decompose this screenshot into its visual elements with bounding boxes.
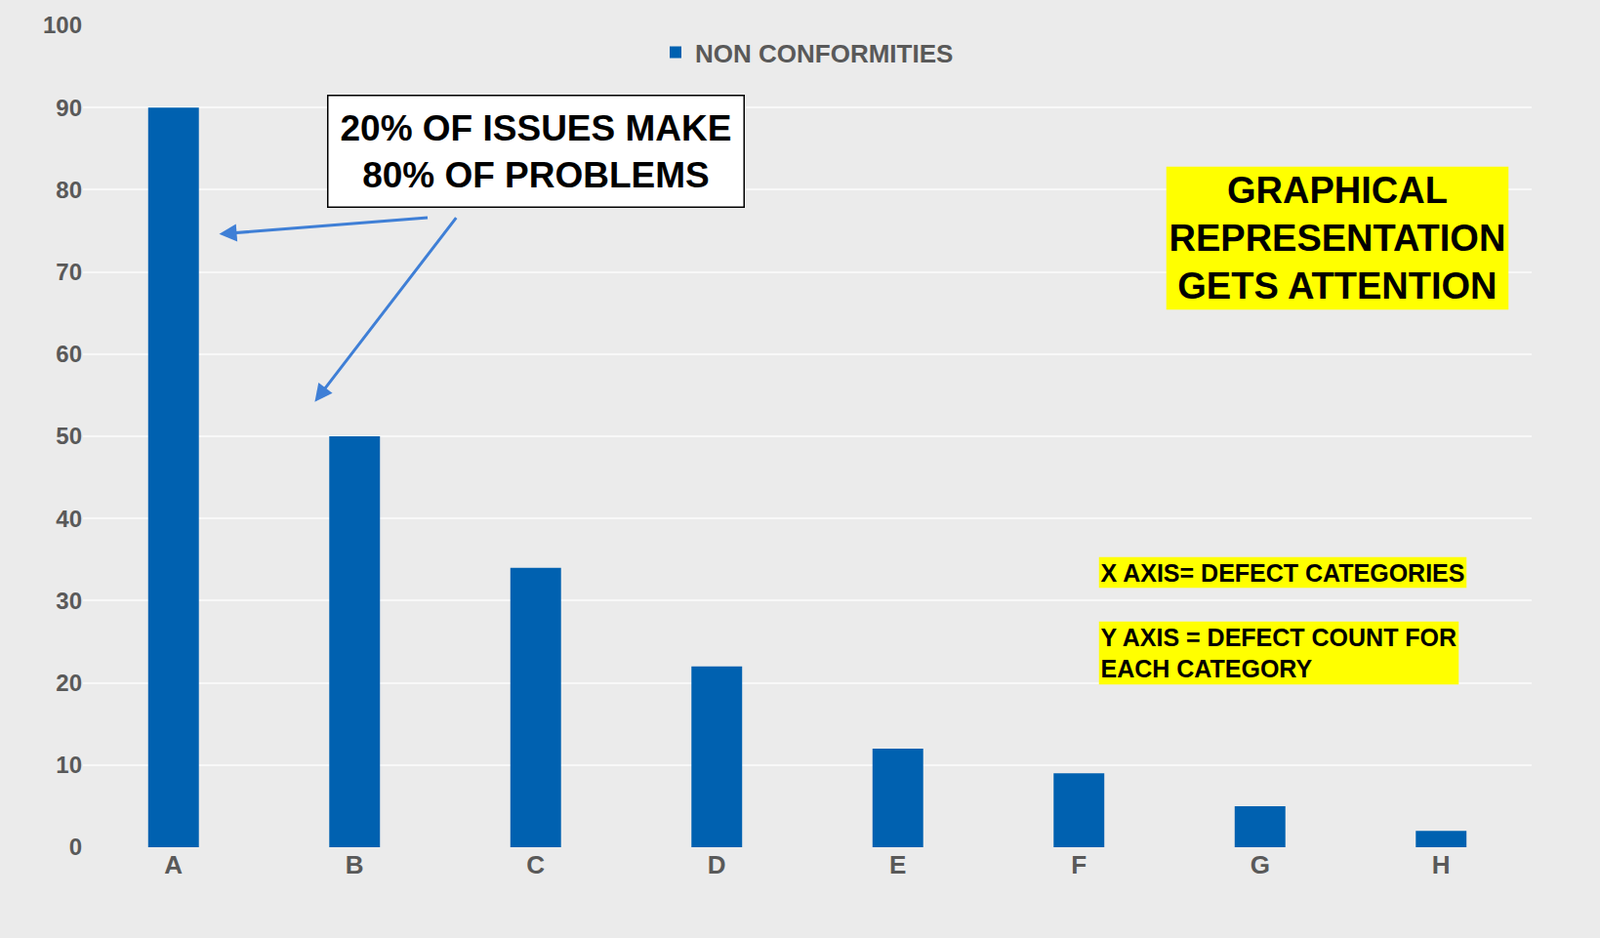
- svg-text:G: G: [1250, 850, 1271, 880]
- svg-text:B: B: [345, 850, 365, 880]
- svg-text:20% OF ISSUES MAKE80% OF PROBL: 20% OF ISSUES MAKE80% OF PROBLEMS: [340, 108, 733, 196]
- svg-text:100: 100: [42, 11, 83, 39]
- svg-text:0: 0: [69, 833, 83, 861]
- svg-text:90: 90: [55, 94, 83, 122]
- svg-text:60: 60: [55, 340, 83, 368]
- svg-text:NON CONFORMITIES: NON CONFORMITIES: [695, 39, 953, 69]
- svg-text:30: 30: [55, 587, 83, 615]
- svg-text:C: C: [526, 850, 545, 880]
- svg-text:80: 80: [55, 176, 83, 204]
- svg-text:F: F: [1070, 850, 1087, 880]
- svg-text:Y AXIS = DEFECT COUNT FOREACH: Y AXIS = DEFECT COUNT FOREACH CATEGORY: [1101, 623, 1458, 684]
- svg-text:X AXIS= DEFECT CATEGORIES: X AXIS= DEFECT CATEGORIES: [1101, 559, 1466, 587]
- svg-text:H: H: [1432, 850, 1451, 880]
- svg-text:50: 50: [55, 422, 83, 450]
- svg-text:E: E: [889, 850, 906, 880]
- svg-text:70: 70: [55, 258, 83, 286]
- svg-text:GRAPHICALREPRESENTATIONGETS AT: GRAPHICALREPRESENTATIONGETS ATTENTION: [1169, 169, 1507, 308]
- svg-text:20: 20: [55, 669, 83, 697]
- svg-text:10: 10: [55, 751, 83, 779]
- svg-text:40: 40: [55, 505, 83, 533]
- svg-text:D: D: [707, 850, 727, 880]
- svg-text:A: A: [164, 850, 183, 880]
